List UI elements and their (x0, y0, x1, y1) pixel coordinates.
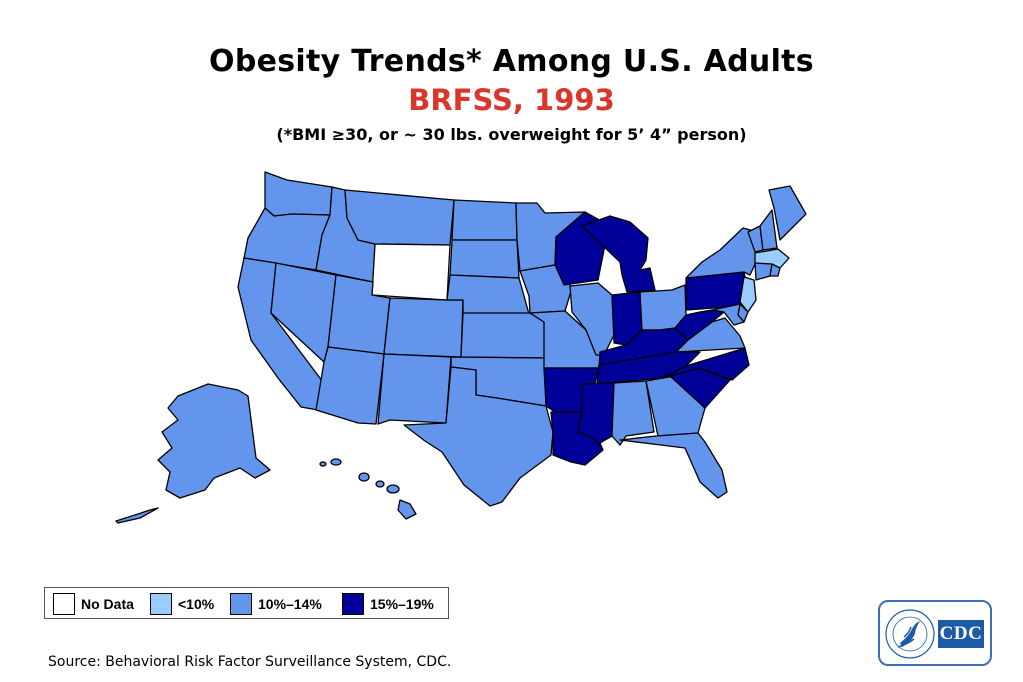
state-me (768, 185, 807, 241)
state-wy (371, 243, 451, 301)
state-ks (460, 312, 546, 359)
cdc-wordmark: CDC (938, 620, 984, 648)
state-sd (449, 239, 520, 279)
legend-item-10-14: 10%–14% (230, 593, 322, 615)
state-nm (377, 353, 452, 425)
map-legend: No Data <10% 10%–14% 15%–19% (44, 587, 449, 619)
map-subtitle: BRFSS, 1993 (408, 83, 615, 117)
hhs-seal-icon (885, 609, 935, 659)
state-az (315, 346, 385, 425)
state-ri (769, 263, 781, 277)
state-mt (344, 189, 455, 246)
source-citation: Source: Behavioral Risk Factor Surveilla… (48, 654, 452, 670)
legend-item-15-19: 15%–19% (342, 593, 434, 615)
state-nd (451, 199, 518, 241)
legend-label: No Data (81, 596, 134, 612)
legend-item-no-data: No Data (53, 593, 134, 615)
legend-swatch-10-14 (230, 593, 252, 615)
state-wa (264, 171, 333, 217)
state-nj (739, 276, 757, 313)
map-title: Obesity Trends* Among U.S. Adults (209, 44, 814, 79)
legend-swatch-15-19 (342, 593, 364, 615)
state-co (383, 297, 464, 358)
state-nh (759, 209, 778, 251)
legend-label: 15%–19% (370, 596, 434, 612)
state-ak-islands (115, 507, 159, 524)
legend-label: 10%–14% (258, 596, 322, 612)
state-tx (403, 366, 554, 507)
bmi-footnote: (*BMI ≥30, or ~ 30 lbs. overweight for 5… (276, 125, 747, 144)
legend-swatch-under-10 (150, 593, 172, 615)
state-hi (319, 458, 417, 520)
state-nc (661, 347, 750, 381)
state-ny (685, 227, 759, 279)
state-fl (619, 432, 728, 499)
legend-item-under-10: <10% (150, 593, 214, 615)
cdc-logo: CDC (878, 600, 992, 666)
legend-label: <10% (178, 596, 215, 612)
state-md (711, 303, 745, 326)
state-ct (754, 262, 773, 281)
legend-swatch-no-data (53, 593, 75, 615)
state-ak (157, 383, 271, 499)
state-mi (581, 215, 656, 293)
